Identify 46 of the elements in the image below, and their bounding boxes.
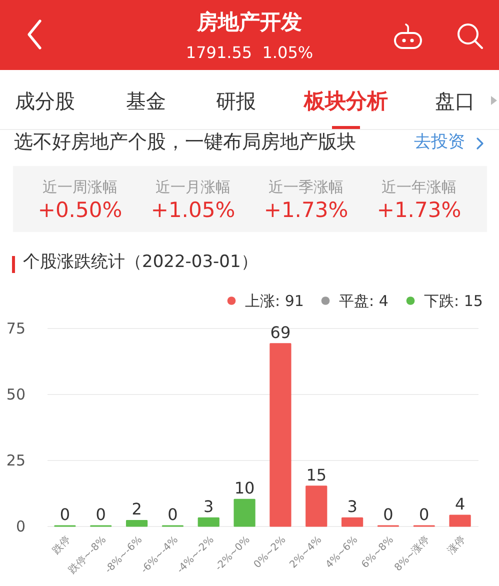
legend-label: 下跌: 15	[424, 292, 483, 310]
data-label: 0	[168, 505, 178, 524]
y-tick-label: 0	[16, 518, 26, 536]
data-label: 15	[306, 465, 327, 484]
data-label: 3	[204, 497, 214, 516]
data-label: 10	[234, 478, 255, 498]
data-label: 0	[96, 505, 106, 524]
text: 选不好房地产个股，一键布局房地产版块	[14, 131, 356, 153]
data-label: 0	[419, 505, 430, 524]
text: 近一月涨幅	[154, 178, 232, 196]
bar	[198, 517, 220, 527]
text: +0.50%	[36, 198, 124, 222]
data-label: 0	[60, 505, 70, 524]
text: 近一年涨幅	[380, 178, 458, 196]
data-label: 3	[347, 497, 358, 516]
bar	[341, 517, 364, 527]
bar	[270, 343, 292, 527]
text: 房地产开发	[196, 10, 303, 34]
y-tick-label: 25	[6, 452, 26, 470]
x-tick-label: 跌停	[50, 534, 73, 556]
text: +1.73%	[262, 198, 350, 222]
text: 研报	[215, 89, 257, 113]
bar	[449, 514, 471, 527]
bar	[306, 486, 328, 527]
y-tick-label: 50	[6, 386, 26, 404]
chart-title: 个股涨跌统计（2022-03-01）	[23, 252, 258, 272]
text: 成分股	[14, 89, 76, 113]
data-label: 4	[454, 494, 466, 514]
text: 板块分析	[302, 89, 389, 113]
text: 盘口	[434, 89, 476, 113]
legend-label: 上涨: 91	[245, 292, 304, 310]
data-label: 69	[270, 322, 291, 342]
text: 近一周涨幅	[42, 178, 118, 196]
data-label: 0	[383, 505, 394, 524]
data-label: 2	[132, 500, 142, 519]
bar	[234, 498, 256, 527]
text: +1.73%	[376, 198, 462, 222]
text: 1791.55 1.05%	[184, 43, 314, 62]
text: 基金	[125, 89, 167, 113]
legend-label: 平盘: 4	[339, 292, 388, 310]
text: 去投资	[414, 132, 465, 152]
text: +1.05%	[150, 198, 236, 222]
text: 近一季涨幅	[268, 178, 344, 196]
x-tick-label: 涨停	[445, 534, 468, 556]
bar	[126, 520, 148, 527]
y-tick-label: 75	[6, 320, 26, 338]
